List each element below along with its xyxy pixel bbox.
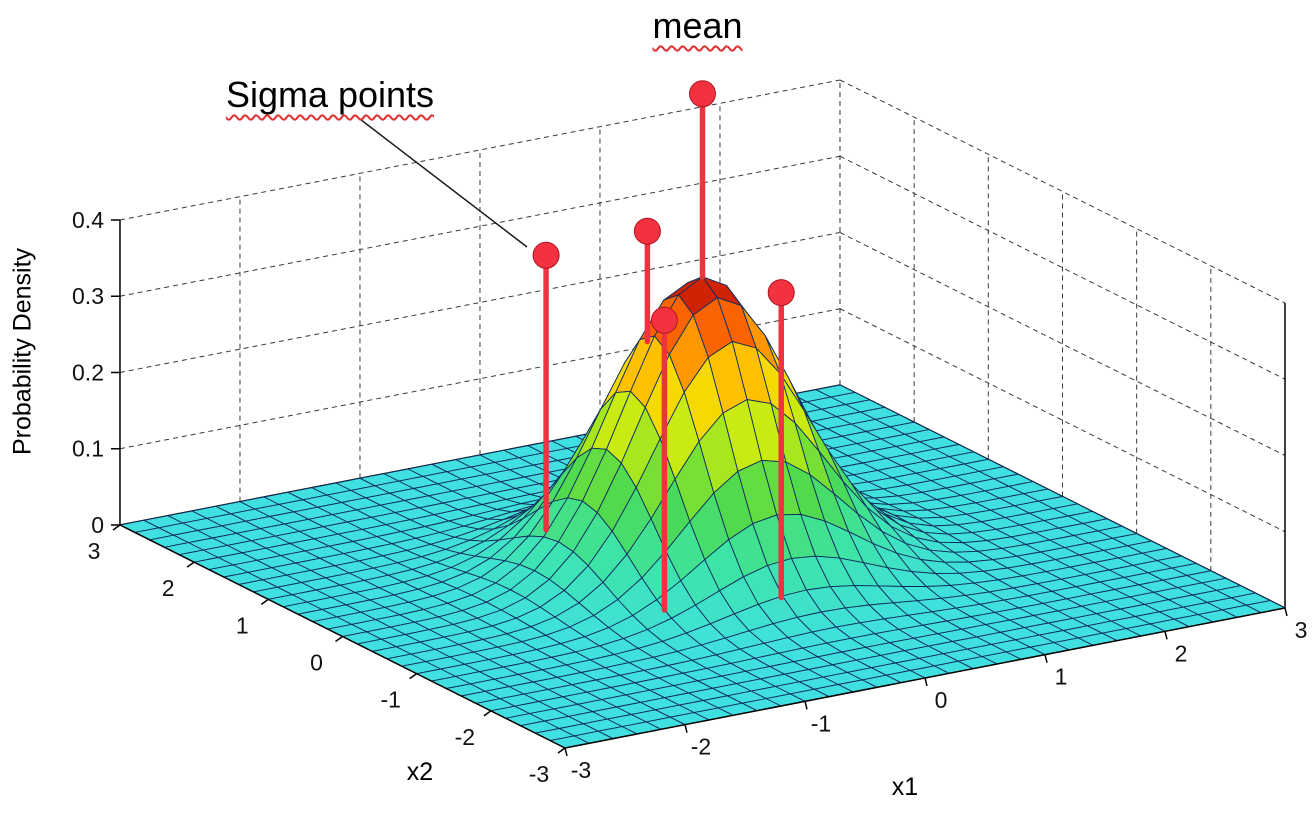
x1-axis-label: x1	[891, 773, 919, 801]
tick-label: -1	[380, 687, 400, 713]
tick-label: -3	[571, 757, 591, 783]
surface-mesh	[119, 276, 1286, 749]
tick-label: 0.1	[72, 436, 104, 462]
sigma-point-2-marker	[633, 217, 661, 245]
tick-label: 1	[1055, 664, 1068, 690]
tick-label: 0	[310, 650, 323, 676]
sigma-point-4-marker	[650, 306, 678, 334]
tick-label: 2	[162, 575, 175, 601]
tick-labels: 0 0.1 0.2 0.3 0.4 -3 -2 -1 0 1 2 3 -3 -2 -1 0 1 2 3	[72, 207, 1307, 787]
tick-label: 0	[91, 512, 104, 538]
tick-label: 3	[1295, 617, 1308, 643]
tick-label: -2	[455, 724, 475, 750]
sigma-point-3-marker	[767, 279, 795, 307]
annotation-leader-line	[355, 115, 528, 248]
tick-label: 0.3	[72, 283, 104, 309]
mean-annotation: mean	[652, 5, 743, 46]
tick-label: 1	[236, 612, 249, 638]
axis-lines	[110, 219, 1288, 757]
tick-label: -3	[529, 761, 549, 787]
tick-label: 0	[935, 687, 948, 713]
tick-label: -1	[811, 710, 831, 736]
x2-axis-label: x2	[406, 758, 434, 786]
sigma-points-annotation: Sigma points	[225, 74, 435, 115]
mean-point-marker	[689, 80, 716, 108]
sigma-point-1-marker	[532, 241, 560, 269]
z-axis-label: Probability Density	[8, 247, 37, 456]
tick-label: 2	[1175, 640, 1188, 666]
tick-label: 0.4	[72, 207, 104, 233]
sigma-point-stems	[532, 80, 795, 613]
tick-label: -2	[691, 734, 711, 760]
tick-label: 0.2	[72, 360, 104, 386]
tick-label: 3	[88, 538, 101, 564]
